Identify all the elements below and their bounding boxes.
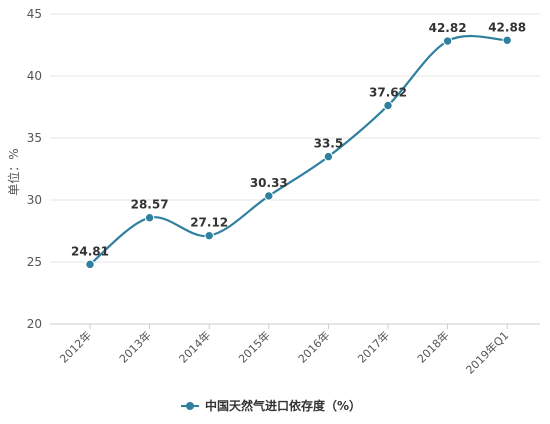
y-tick-label: 35 [27,131,42,145]
x-tick-label: 2016年 [295,328,332,365]
x-axis-ticks: 2012年 2013年 2014年 2015年 2016年 2017年 2018年 2019年… [57,324,512,377]
legend-label: 中国天然气进口依存度（%） [205,398,361,413]
data-point [323,151,334,162]
data-label: 24.81 [71,244,109,258]
y-axis-title: 单位：% [6,148,21,195]
y-tick-label: 25 [27,255,42,269]
x-tick-label: 2014年 [176,328,213,365]
data-label: 33.5 [314,137,344,151]
x-tick-label: 2019年Q1 [463,328,512,377]
series-layer [85,34,512,270]
y-tick-label: 30 [27,193,42,207]
data-point [502,35,512,45]
y-tick-label: 20 [27,317,42,331]
grid-lines [50,13,540,263]
y-tick-label: 45 [27,7,42,21]
legend[interactable]: 中国天然气进口依存度（%） [181,398,361,413]
data-point [85,259,95,270]
x-tick-label: 2017年 [355,328,392,365]
legend-marker-icon [186,402,194,410]
data-point [204,231,214,241]
x-tick-label: 2018年 [414,328,451,365]
data-label: 27.12 [190,216,228,230]
x-tick-label: 2012年 [57,328,94,365]
data-label: 42.82 [429,21,467,35]
y-tick-label: 40 [27,69,42,83]
series-line [89,34,508,266]
data-label: 30.33 [250,176,288,190]
data-label: 42.88 [488,20,526,34]
data-point [383,100,393,111]
data-labels: 24.81 28.57 27.12 30.33 33.5 37.62 42.82 42.88 [71,20,526,258]
x-tick-label: 2013年 [116,328,153,365]
data-point [442,36,453,46]
x-tick-label: 2015年 [235,328,272,365]
data-label: 37.62 [369,86,407,100]
y-axis-ticks: 20 25 30 35 40 45 [27,7,42,331]
data-point [264,191,274,201]
data-label: 28.57 [131,198,169,212]
data-point [144,213,155,223]
